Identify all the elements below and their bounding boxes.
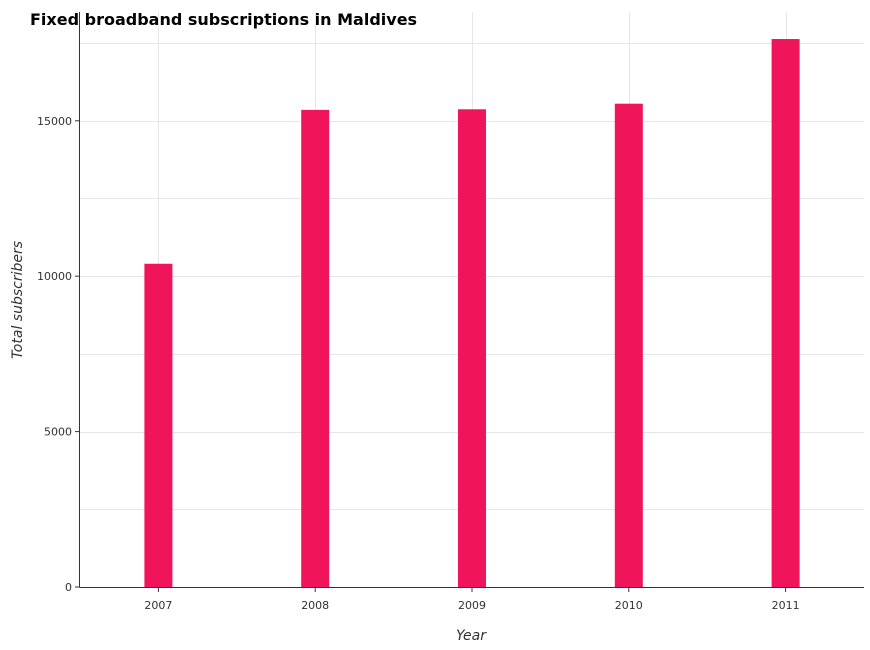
x-axis-label: Year bbox=[456, 628, 487, 644]
x-tick-label: 2009 bbox=[458, 599, 486, 612]
bar-2011 bbox=[772, 39, 800, 587]
bar-2007 bbox=[144, 264, 172, 587]
y-tick-label: 0 bbox=[65, 581, 72, 594]
y-tick-label: 15000 bbox=[37, 115, 72, 128]
x-tick-label: 2011 bbox=[772, 599, 800, 612]
chart-title: Fixed broadband subscriptions in Maldive… bbox=[30, 10, 417, 29]
y-axis-label: Total subscribers bbox=[10, 241, 26, 359]
x-tick-label: 2008 bbox=[301, 599, 329, 612]
y-tick-label: 10000 bbox=[37, 270, 72, 283]
bar-2009 bbox=[458, 109, 486, 587]
x-tick-label: 2007 bbox=[144, 599, 172, 612]
y-ticks: 0 5000 10000 15000 bbox=[37, 115, 80, 594]
x-ticks: 2007 2008 2009 2010 2011 bbox=[144, 587, 799, 612]
bar-2010 bbox=[615, 104, 643, 587]
y-tick-label: 5000 bbox=[44, 426, 72, 439]
bar-2008 bbox=[301, 110, 329, 587]
x-tick-label: 2010 bbox=[615, 599, 643, 612]
